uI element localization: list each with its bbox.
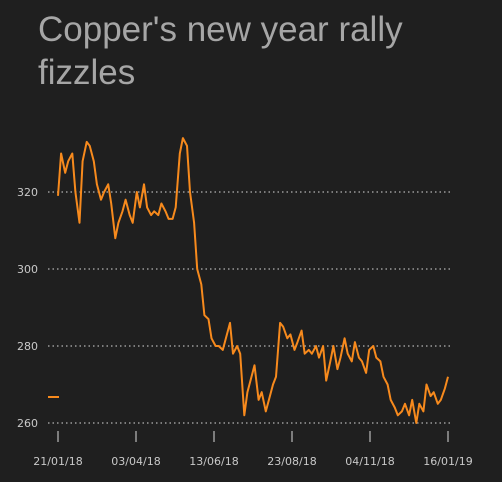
y-tick-label-300: 300 — [17, 263, 38, 276]
y-tick-label-280: 280 — [17, 340, 38, 353]
y-tick-label-260: 260 — [17, 417, 38, 430]
x-tick-label-2: 13/06/18 — [189, 455, 238, 468]
x-tick-label-1: 03/04/18 — [111, 455, 160, 468]
x-tick-label-0: 21/01/18 — [33, 455, 82, 468]
chart-title: Copper's new year rally fizzles — [38, 10, 403, 92]
series-line-copper — [57, 137, 449, 424]
x-tick-label-5: 16/01/19 — [423, 455, 472, 468]
x-tick-label-4: 04/11/18 — [345, 455, 394, 468]
y-tick-label-320: 320 — [17, 186, 38, 199]
x-tick-label-3: 23/08/18 — [267, 455, 316, 468]
